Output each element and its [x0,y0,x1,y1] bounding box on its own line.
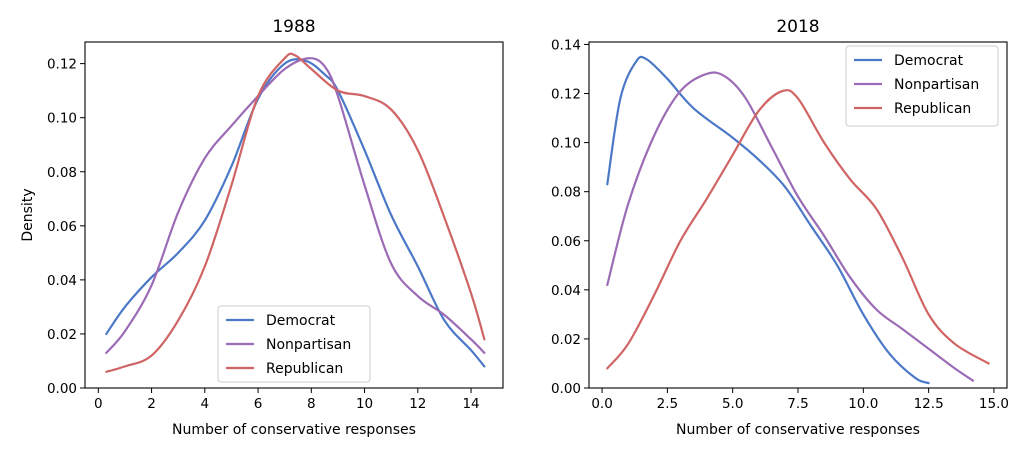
x-tick-label: 4 [201,396,210,412]
x-axis-label: Number of conservative responses [676,422,920,438]
legend-box [845,45,999,127]
legend: Democrat Nonpartisan Republican [845,45,999,127]
x-tick-label: 0.0 [591,396,612,412]
y-tick-label: 0.02 [551,332,581,348]
series-line-democrat [105,58,486,368]
series-line-democrat [606,55,930,385]
chart-title: 2018 [776,17,819,37]
y-tick-label: 0.10 [551,136,581,152]
series-line-republican [606,89,990,370]
x-tick-label: 5.0 [722,396,743,412]
x-tick-label: 2.5 [657,396,678,412]
chart-panel-2018: 2018 0.0 2.5 5.0 7.5 10.0 12.5 15.0 0.00 0.02 0.04… [551,17,1009,438]
x-tick-label: 6 [254,396,263,412]
x-tick-label: 0 [94,396,103,412]
legend-label-nonpartisan: Nonpartisan [894,77,979,93]
x-tick-label: 14 [462,396,479,412]
x-tick-label: 8 [307,396,316,412]
legend-label-republican: Republican [266,361,343,377]
series-line-nonpartisan [606,71,975,382]
x-tick-label: 10 [356,396,373,412]
y-tick-label: 0.04 [551,283,581,299]
legend-box [217,305,371,383]
chart-panel-1988: 1988 0 2 4 6 8 10 12 14 0.00 0.02 0.04 0.06 0.08 0.10 0… [20,17,504,438]
y-tick-label: 0.08 [551,185,581,201]
y-tick-label: 0.02 [47,327,77,343]
legend-label-democrat: Democrat [266,313,336,329]
chart-title: 1988 [272,17,315,37]
x-tick-label: 7.5 [787,396,808,412]
legend: Democrat Nonpartisan Republican [217,305,371,383]
y-tick-label: 0.00 [47,381,77,397]
y-tick-label: 0.00 [551,381,581,397]
y-tick-label: 0.12 [551,87,581,103]
y-tick-label: 0.04 [47,273,77,289]
series-line-republican [105,52,486,373]
plot-frame [84,41,504,389]
x-tick-label: 12.5 [914,396,944,412]
y-tick-label: 0.06 [47,219,77,235]
y-tick-label: 0.12 [47,57,77,73]
x-tick-label: 15.0 [979,396,1009,412]
y-tick-label: 0.14 [551,37,581,53]
y-tick-label: 0.10 [47,111,77,127]
series-line-nonpartisan [105,57,486,354]
legend-label-republican: Republican [894,101,971,117]
y-tick-label: 0.06 [551,234,581,250]
x-tick-label: 2 [147,396,156,412]
legend-label-democrat: Democrat [894,53,964,69]
y-axis-label: Density [20,188,36,241]
y-tick-label: 0.08 [47,165,77,181]
x-axis-label: Number of conservative responses [172,422,416,438]
x-tick-label: 12 [409,396,426,412]
x-tick-label: 10.0 [848,396,878,412]
legend-label-nonpartisan: Nonpartisan [266,337,351,353]
